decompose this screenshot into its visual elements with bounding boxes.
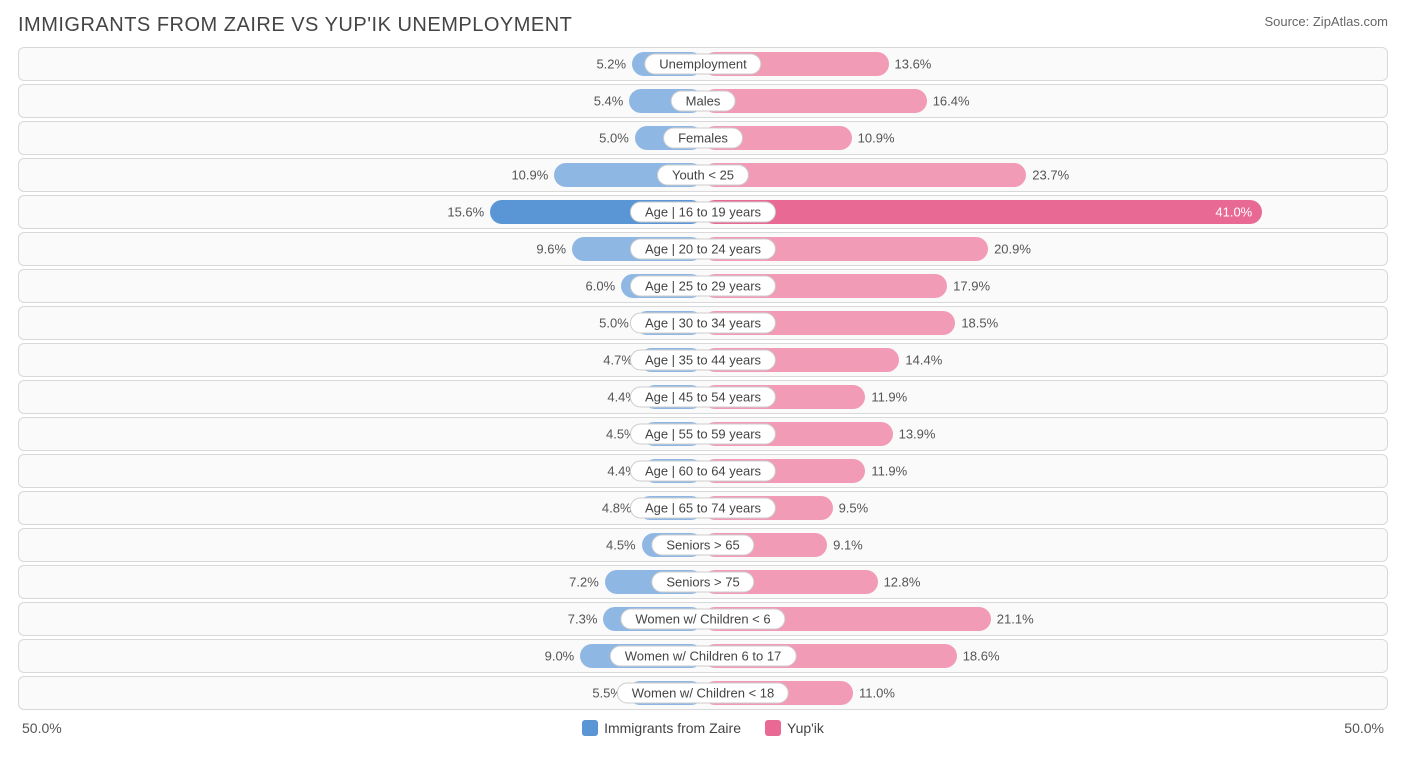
chart-row: 4.5% 9.1% Seniors > 65 [18,528,1388,562]
chart-row: 9.6% 20.9% Age | 20 to 24 years [18,232,1388,266]
category-label: Unemployment [644,54,761,75]
category-label: Age | 60 to 64 years [630,461,776,482]
category-label: Women w/ Children < 18 [617,683,789,704]
chart-row: 4.8% 9.5% Age | 65 to 74 years [18,491,1388,525]
value-left: 4.5% [606,538,636,553]
category-label: Females [663,128,743,149]
chart-row: 5.5%11.0%Women w/ Children < 18 [18,676,1388,710]
value-right: 21.1% [997,612,1034,627]
value-right: 11.9% [871,464,907,479]
value-right: 10.9% [858,131,895,146]
legend-swatch-left [582,720,598,736]
value-right: 11.0% [859,686,895,701]
category-label: Age | 45 to 54 years [630,387,776,408]
value-right: 18.5% [961,316,998,331]
value-left: 7.3% [568,612,598,627]
chart-row: 10.9% 23.7% Youth < 25 [18,158,1388,192]
category-label: Males [671,91,736,112]
axis-max-left: 50.0% [22,720,62,736]
header: IMMIGRANTS FROM ZAIRE VS YUP'IK UNEMPLOY… [18,14,1388,37]
axis-max-right: 50.0% [1344,720,1384,736]
value-left: 10.9% [511,168,548,183]
value-right: 16.4% [933,94,970,109]
chart-row: 15.6% 41.0% Age | 16 to 19 years [18,195,1388,229]
legend-item-left: Immigrants from Zaire [582,720,741,736]
value-right: 20.9% [994,242,1031,257]
value-left: 5.0% [599,131,629,146]
value-right: 17.9% [953,279,990,294]
source-attribution: Source: ZipAtlas.com [1264,14,1388,29]
category-label: Age | 20 to 24 years [630,239,776,260]
value-right: 18.6% [963,649,1000,664]
value-left: 5.2% [596,57,626,72]
legend-label-right: Yup'ik [787,720,824,736]
legend-label-left: Immigrants from Zaire [604,720,741,736]
chart-row: 4.7% 14.4% Age | 35 to 44 years [18,343,1388,377]
category-label: Women w/ Children < 6 [620,609,785,630]
value-right: 41.0% [1215,205,1252,220]
chart-row: 5.0% 18.5% Age | 30 to 34 years [18,306,1388,340]
category-label: Women w/ Children 6 to 17 [610,646,797,667]
value-left: 4.7% [603,353,633,368]
bar-right [703,163,1026,187]
value-left: 7.2% [569,575,599,590]
value-right: 23.7% [1032,168,1069,183]
value-left: 9.0% [545,649,575,664]
chart-row: 5.4% 16.4% Males [18,84,1388,118]
value-right: 12.8% [884,575,921,590]
value-left: 5.4% [594,94,624,109]
legend-item-right: Yup'ik [765,720,824,736]
value-right: 14.4% [905,353,942,368]
value-right: 11.9% [871,390,907,405]
value-right: 13.6% [895,57,932,72]
chart-row: 9.0% 18.6% Women w/ Children 6 to 17 [18,639,1388,673]
category-label: Youth < 25 [657,165,749,186]
chart-row: 5.0% 10.9% Females [18,121,1388,155]
chart-row: 5.2% 13.6% Unemployment [18,47,1388,81]
value-left: 5.0% [599,316,629,331]
bar-right [703,89,927,113]
chart-area: 5.2% 13.6% Unemployment 5.4% 16.4% Males 5.0% 1… [18,47,1388,710]
legend: Immigrants from Zaire Yup'ik [582,720,824,736]
category-label: Age | 65 to 74 years [630,498,776,519]
category-label: Age | 25 to 29 years [630,276,776,297]
chart-row: 7.2% 12.8% Seniors > 75 [18,565,1388,599]
value-left: 4.8% [602,501,632,516]
category-label: Age | 30 to 34 years [630,313,776,334]
legend-swatch-right [765,720,781,736]
category-label: Age | 35 to 44 years [630,350,776,371]
chart-footer: 50.0% Immigrants from Zaire Yup'ik 50.0% [18,716,1388,740]
value-left: 15.6% [447,205,484,220]
value-right: 9.5% [839,501,869,516]
category-label: Seniors > 65 [651,535,754,556]
category-label: Seniors > 75 [651,572,754,593]
chart-row: 6.0% 17.9% Age | 25 to 29 years [18,269,1388,303]
chart-row: 4.4%11.9%Age | 60 to 64 years [18,454,1388,488]
chart-row: 4.4%11.9%Age | 45 to 54 years [18,380,1388,414]
bar-right [703,200,1262,224]
value-right: 13.9% [899,427,936,442]
value-left: 6.0% [586,279,616,294]
category-label: Age | 16 to 19 years [630,202,776,223]
value-left: 9.6% [536,242,566,257]
value-right: 9.1% [833,538,863,553]
chart-title: IMMIGRANTS FROM ZAIRE VS YUP'IK UNEMPLOY… [18,14,572,37]
chart-row: 7.3% 21.1% Women w/ Children < 6 [18,602,1388,636]
chart-row: 4.5%13.9%Age | 55 to 59 years [18,417,1388,451]
category-label: Age | 55 to 59 years [630,424,776,445]
